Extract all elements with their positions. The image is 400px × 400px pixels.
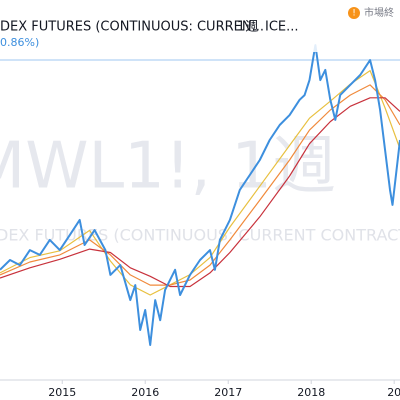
x-tick-label: 2015: [48, 386, 76, 399]
exchange: ICE...: [265, 20, 299, 35]
series-line: [0, 44, 400, 346]
change-percent: 0.86%): [0, 36, 39, 49]
x-tick-label: 20: [387, 386, 400, 399]
plot: [0, 44, 400, 346]
watermark-description: DEX FUTURES (CONTINUOUS: CURRENT CONTRAC…: [0, 226, 400, 245]
header-bg: [0, 0, 400, 52]
status-icon: [348, 7, 360, 19]
interval: 1週: [237, 20, 258, 35]
status-icon-mark: !: [352, 9, 356, 19]
x-tick-label: 2017: [214, 386, 242, 399]
series-line: [0, 97, 400, 288]
watermark-symbol: MWL1!, 1週: [0, 130, 336, 204]
x-tick-label: 2016: [131, 386, 159, 399]
market-status: 市場終: [364, 6, 394, 19]
series-line: [0, 84, 400, 286]
x-tick-label: 2018: [297, 386, 325, 399]
symbol-title: DEX FUTURES (CONTINUOUS: CURREN...: [0, 20, 264, 35]
